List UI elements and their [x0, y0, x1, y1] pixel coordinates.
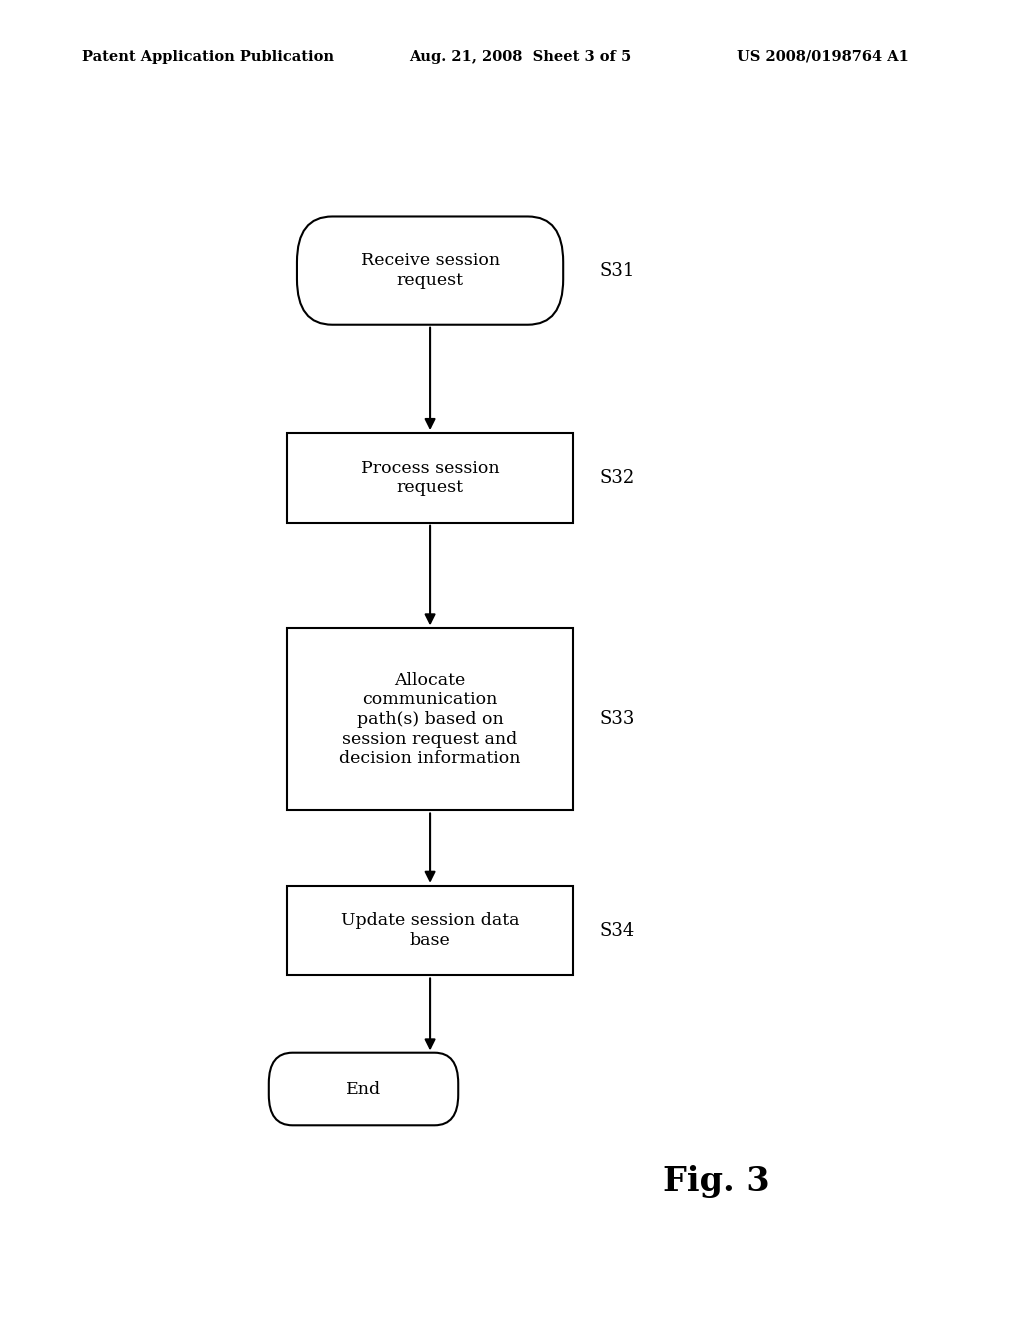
Text: S34: S34 — [599, 921, 634, 940]
Text: S31: S31 — [599, 261, 635, 280]
FancyBboxPatch shape — [297, 216, 563, 325]
Text: S32: S32 — [599, 469, 634, 487]
Text: US 2008/0198764 A1: US 2008/0198764 A1 — [737, 50, 909, 63]
Text: Patent Application Publication: Patent Application Publication — [82, 50, 334, 63]
Text: End: End — [346, 1081, 381, 1097]
Text: Receive session
request: Receive session request — [360, 252, 500, 289]
Bar — [287, 628, 573, 810]
FancyBboxPatch shape — [268, 1053, 458, 1125]
Text: Aug. 21, 2008  Sheet 3 of 5: Aug. 21, 2008 Sheet 3 of 5 — [410, 50, 632, 63]
Bar — [287, 886, 573, 975]
Text: S33: S33 — [599, 710, 635, 729]
Text: Allocate
communication
path(s) based on
session request and
decision information: Allocate communication path(s) based on … — [339, 672, 521, 767]
Text: Update session data
base: Update session data base — [341, 912, 519, 949]
Text: Process session
request: Process session request — [360, 459, 500, 496]
Bar — [287, 433, 573, 523]
Text: Fig. 3: Fig. 3 — [664, 1166, 770, 1199]
